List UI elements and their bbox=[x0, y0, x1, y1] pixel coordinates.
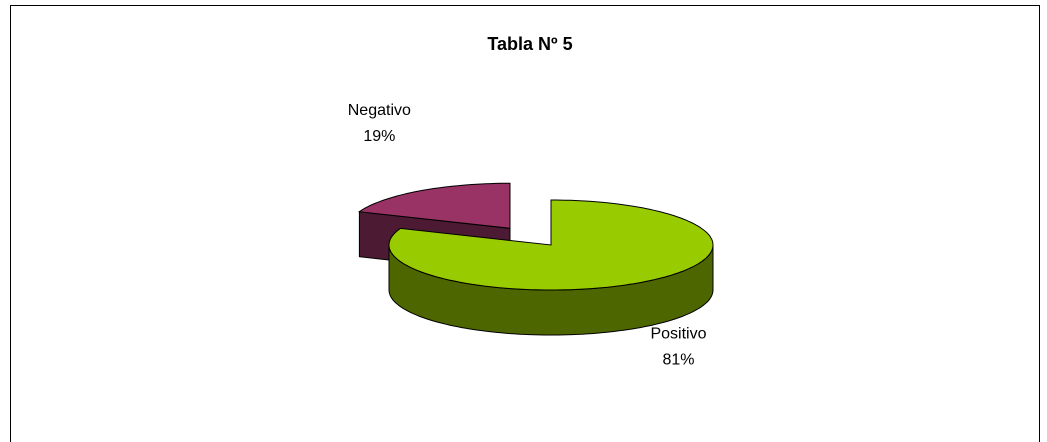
pie-slice bbox=[388, 199, 714, 336]
data-label-value: 81% bbox=[662, 351, 694, 368]
slice-top bbox=[388, 199, 714, 291]
data-label-category: Negativo bbox=[348, 102, 411, 119]
data-label-value: 19% bbox=[363, 128, 395, 145]
data-label-category: Positivo bbox=[650, 325, 706, 342]
slice-top bbox=[358, 182, 511, 229]
chart-title: Tabla Nº 5 bbox=[487, 34, 572, 54]
chart-frame bbox=[10, 5, 1040, 442]
